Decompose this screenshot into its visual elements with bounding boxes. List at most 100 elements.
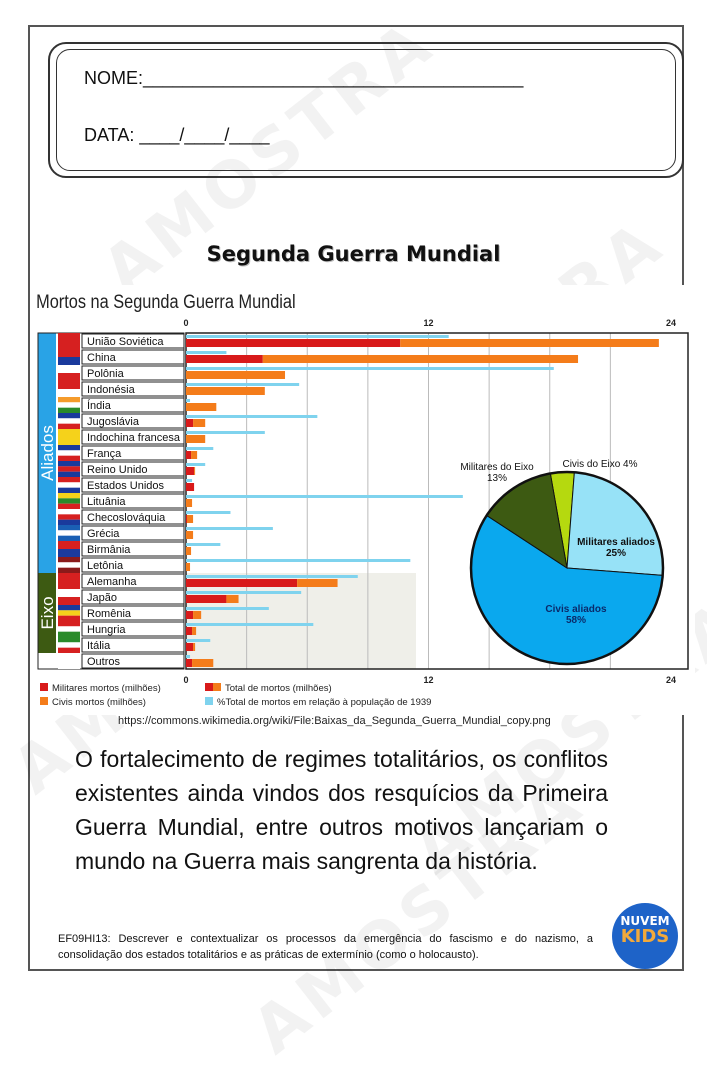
x-tick-label: 12 <box>423 318 433 328</box>
legend-swatch <box>205 697 213 705</box>
bar-pct-total <box>186 351 227 354</box>
category-label: França <box>87 448 122 460</box>
bar-military <box>186 579 298 587</box>
pie-label: Militares aliados 25% <box>577 537 655 559</box>
page-title: Segunda Guerra Mundial <box>206 242 501 266</box>
bar-military <box>186 595 227 603</box>
category-label: Índia <box>87 399 112 412</box>
flag-icon <box>58 477 80 483</box>
flag-icon <box>58 509 80 515</box>
flag-icon <box>58 437 80 445</box>
x-tick-label: 0 <box>183 675 188 685</box>
bar-civil <box>186 531 194 539</box>
bar-pct-total <box>186 607 269 610</box>
bar-military <box>186 659 193 667</box>
flag-icon <box>58 381 80 389</box>
name-field[interactable]: NOME:___________________________________… <box>84 68 524 88</box>
flag-icon <box>58 365 80 373</box>
pie-label: Civis aliados 58% <box>545 604 607 626</box>
bar-civil <box>191 451 198 459</box>
x-tick-label: 24 <box>666 318 676 328</box>
bar-pct-total <box>186 639 211 642</box>
flag-icon <box>58 626 80 632</box>
category-label: Alemanha <box>87 576 137 588</box>
flag-icon <box>58 373 80 381</box>
bar-civil <box>193 611 202 619</box>
flag-icon <box>58 341 80 349</box>
group-band <box>38 333 56 573</box>
flag-icon <box>58 413 80 419</box>
bar-military <box>186 627 193 635</box>
category-label: Jugoslávia <box>87 416 140 428</box>
bar-military <box>186 419 194 427</box>
category-label-box <box>81 509 185 525</box>
category-label: Polônia <box>87 368 125 380</box>
legend-label: Militares mortos (milhões) <box>52 683 161 694</box>
flag-icon <box>58 519 80 525</box>
bar-civil <box>194 467 196 475</box>
flag-icon <box>58 493 80 499</box>
category-label-box <box>81 461 185 477</box>
bar-pct-total <box>186 383 300 386</box>
bar-civil <box>186 499 193 507</box>
flag-icon <box>58 530 80 536</box>
flag-icon <box>58 418 80 424</box>
flag-icon <box>58 455 80 461</box>
bar-civil <box>186 371 286 379</box>
flag-icon <box>58 487 80 493</box>
flag-icon <box>58 407 80 413</box>
bar-pct-total <box>186 447 214 450</box>
bar-military <box>186 451 192 459</box>
legend-swatch <box>40 697 48 705</box>
category-label: União Soviética <box>87 336 164 348</box>
flag-icon <box>58 661 80 669</box>
legend-swatch <box>205 683 213 691</box>
axis-region-shade <box>186 573 416 669</box>
flag-icon <box>58 562 80 568</box>
flag-icon <box>58 615 80 621</box>
category-label: Birmânia <box>87 544 131 556</box>
bar-pct-total <box>186 415 318 418</box>
category-label-box <box>81 605 185 621</box>
flag-icon <box>58 402 80 408</box>
flag-icon <box>58 498 80 504</box>
bar-civil <box>192 627 197 635</box>
category-label: Romênia <box>87 608 132 620</box>
flag-icon <box>58 525 80 531</box>
category-label-box <box>81 589 185 605</box>
flag-icon <box>58 461 80 467</box>
flag-icon <box>58 503 80 509</box>
flag-icon <box>58 397 80 403</box>
logo-text-2: KIDS <box>620 926 670 947</box>
category-label: Outros <box>87 656 121 668</box>
category-label: Indonésia <box>87 384 136 396</box>
logo-text-1: NUVEM <box>620 914 670 928</box>
category-label-box <box>81 381 185 397</box>
flag-icon <box>58 605 80 611</box>
bar-military <box>186 355 263 363</box>
category-label-box <box>81 333 185 349</box>
flag-icon <box>58 541 80 549</box>
flag-icon <box>58 450 80 456</box>
casualties-chart: Mortos na Segunda Guerra Mundial 0 0 12 12 2… <box>30 285 695 715</box>
flag-icon <box>58 581 80 589</box>
category-label-box <box>81 573 185 589</box>
flag-icon <box>58 445 80 451</box>
category-label-box <box>81 397 185 413</box>
bar-pct-total <box>186 655 191 658</box>
image-source[interactable]: https://commons.wikimedia.org/wiki/File:… <box>118 715 551 727</box>
flag-icon <box>58 471 80 477</box>
category-label: Japão <box>87 592 117 604</box>
flag-icon <box>58 610 80 616</box>
category-label-box <box>81 525 185 541</box>
bar-civil <box>186 547 192 555</box>
category-label-box <box>81 557 185 573</box>
flag-icon <box>58 647 80 653</box>
bar-pct-total <box>186 479 193 482</box>
date-field[interactable]: DATA: ____/____/____ <box>84 125 270 145</box>
bar-civil <box>186 435 206 443</box>
category-label-box <box>81 493 185 509</box>
flag-icon <box>58 535 80 541</box>
bar-civil <box>297 579 338 587</box>
bar-pct-total <box>186 559 411 562</box>
